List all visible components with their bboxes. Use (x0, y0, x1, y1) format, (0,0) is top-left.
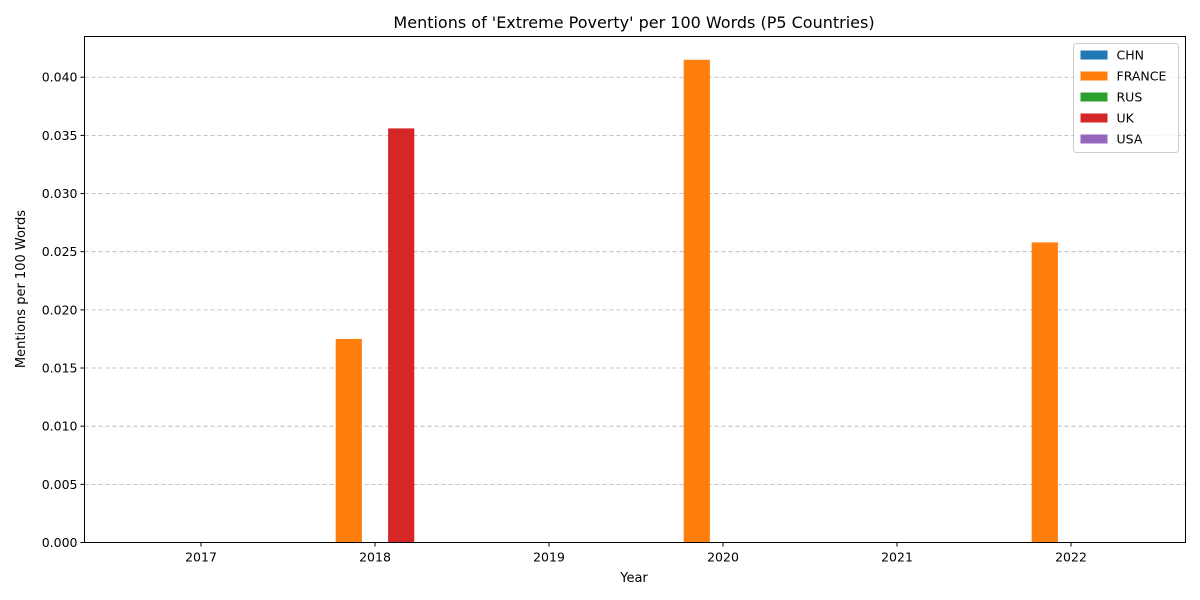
y-tick-label: 0.020 (42, 302, 78, 317)
y-tick-label: 0.005 (42, 477, 78, 492)
x-axis: 2017 2018 2019 2020 2021 2022 (185, 542, 1087, 565)
legend-swatch-uk (1080, 113, 1108, 123)
legend: CHN FRANCE RUS UK USA (1073, 43, 1179, 153)
x-tick-label: 2017 (185, 550, 217, 565)
legend-label-rus: RUS (1117, 90, 1143, 105)
x-tick-label: 2022 (1055, 550, 1087, 565)
y-tick-label: 0.000 (42, 535, 78, 550)
y-tick-label: 0.010 (42, 419, 78, 434)
y-tick-label: 0.035 (42, 128, 78, 143)
bar-france-2020 (683, 59, 710, 543)
bar-uk-2018 (388, 128, 415, 543)
y-axis-title: Mentions per 100 Words (14, 210, 29, 368)
y-axis: 0.000 0.005 0.010 0.015 0.020 0.025 0.030 0.035… (42, 70, 85, 550)
legend-box (1073, 43, 1179, 153)
bars (335, 59, 1058, 543)
y-tick-label: 0.030 (42, 186, 78, 201)
legend-swatch-chn (1080, 50, 1108, 60)
y-tick-label: 0.040 (42, 70, 78, 85)
legend-swatch-usa (1080, 134, 1108, 144)
bar-france-2022 (1031, 242, 1058, 543)
gridlines (84, 76, 1186, 543)
bar-france-2018 (335, 338, 362, 543)
legend-label-chn: CHN (1117, 48, 1144, 63)
y-tick-label: 0.015 (42, 361, 78, 376)
y-tick-label: 0.025 (42, 244, 78, 259)
x-tick-label: 2018 (359, 550, 391, 565)
x-tick-label: 2021 (881, 550, 913, 565)
legend-swatch-france (1080, 71, 1108, 81)
legend-label-uk: UK (1117, 111, 1135, 126)
legend-label-france: FRANCE (1117, 69, 1167, 84)
plot-frame (84, 36, 1186, 543)
legend-swatch-rus (1080, 92, 1108, 102)
x-tick-label: 2019 (533, 550, 565, 565)
x-tick-label: 2020 (707, 550, 739, 565)
x-axis-title: Year (619, 571, 648, 586)
chart-title: Mentions of 'Extreme Poverty' per 100 Wo… (393, 13, 874, 32)
legend-label-usa: USA (1117, 132, 1143, 147)
